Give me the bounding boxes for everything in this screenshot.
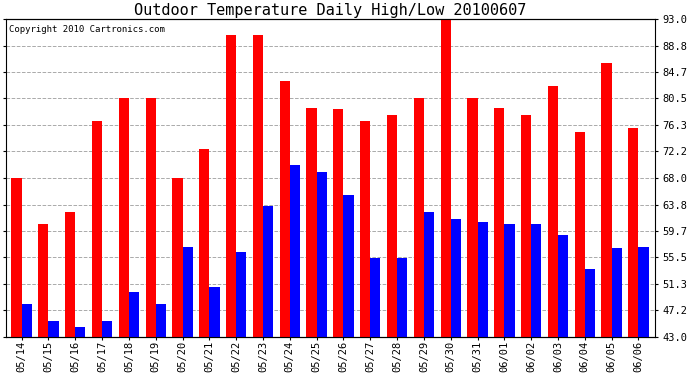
Bar <box>333 109 344 337</box>
Bar <box>75 327 86 337</box>
Bar <box>199 149 209 337</box>
Bar <box>387 115 397 337</box>
Bar <box>344 195 354 337</box>
Bar <box>65 212 75 337</box>
Bar <box>38 224 48 337</box>
Bar <box>629 128 638 337</box>
Bar <box>226 35 236 337</box>
Bar <box>183 246 193 337</box>
Bar <box>290 165 300 337</box>
Bar <box>371 258 380 337</box>
Bar <box>119 98 129 337</box>
Bar <box>531 224 542 337</box>
Bar <box>129 292 139 337</box>
Bar <box>441 18 451 337</box>
Bar <box>306 108 317 337</box>
Bar <box>504 224 515 337</box>
Bar <box>494 108 504 337</box>
Bar <box>156 304 166 337</box>
Bar <box>451 219 461 337</box>
Bar <box>92 121 102 337</box>
Bar <box>360 121 371 337</box>
Bar <box>602 63 611 337</box>
Bar <box>521 115 531 337</box>
Bar <box>611 248 622 337</box>
Bar <box>414 98 424 337</box>
Bar <box>477 222 488 337</box>
Bar <box>548 86 558 337</box>
Bar <box>575 132 585 337</box>
Bar <box>467 98 477 337</box>
Bar <box>172 178 183 337</box>
Bar <box>585 269 595 337</box>
Bar <box>397 258 407 337</box>
Text: Copyright 2010 Cartronics.com: Copyright 2010 Cartronics.com <box>9 25 165 34</box>
Bar <box>317 172 327 337</box>
Bar <box>253 35 263 337</box>
Bar <box>263 207 273 337</box>
Bar <box>146 98 156 337</box>
Bar <box>21 304 32 337</box>
Bar <box>236 252 246 337</box>
Bar <box>102 321 112 337</box>
Bar <box>12 178 21 337</box>
Bar <box>558 235 569 337</box>
Title: Outdoor Temperature Daily High/Low 20100607: Outdoor Temperature Daily High/Low 20100… <box>134 3 526 18</box>
Bar <box>279 81 290 337</box>
Bar <box>638 246 649 337</box>
Bar <box>424 212 434 337</box>
Bar <box>209 286 219 337</box>
Bar <box>48 321 59 337</box>
